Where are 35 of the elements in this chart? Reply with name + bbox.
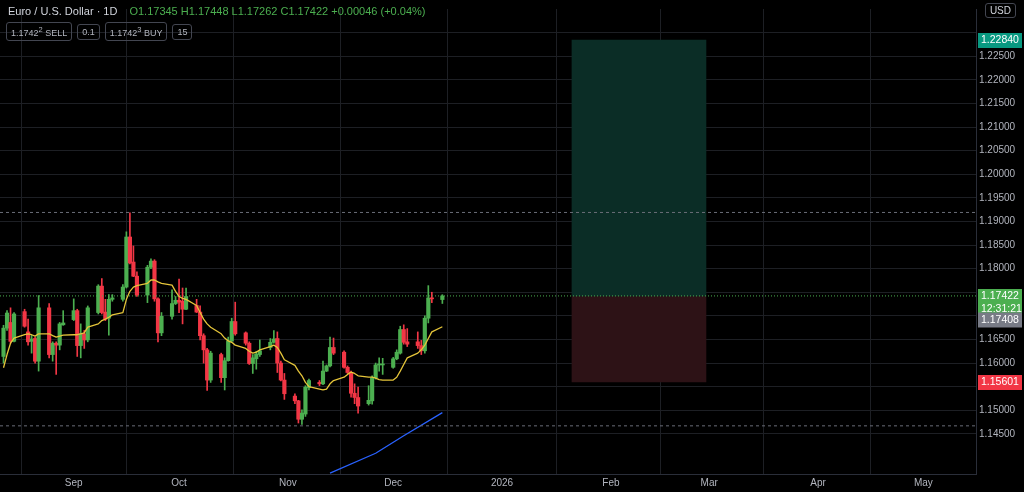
x-tick-label: Oct [171,476,188,488]
y-tick-label: 1.19000 [979,215,1016,227]
x-tick-label: Feb [602,476,620,488]
chart-title: Euro / U.S. Dollar · 1D [8,5,118,17]
candlestick [405,328,410,347]
y-tick-label: 1.22500 [979,49,1016,61]
annotation: 1.1742$^{3}$ BUY [104,22,168,41]
chart-subtitle: O1.17345 H1.17448 L1.17262 C1.17422 +0.00046 (+0.04%) [129,5,426,17]
x-tick-label: May [913,476,933,488]
y-tick-label: 1.15000 [979,404,1016,416]
x-tick-label: Mar [700,476,719,488]
x-tick-label: 2026 [490,476,514,488]
annotation: 1.1742$^{2}$ SELL [6,22,73,41]
y-axis-title: USD [984,3,1016,18]
x-tick-label: Sep [64,476,84,488]
y-tick-label: 1.18500 [979,238,1016,250]
x-tick-label: Nov [278,476,297,488]
annotation: 0.1 [77,23,100,40]
text: 1.22840 [981,33,1020,46]
x-tick-label: Apr [810,476,827,488]
annotation: 15 [172,23,193,40]
y-tick-label: 1.19500 [979,191,1016,203]
y-tick-label: 1.21500 [979,97,1016,109]
y-tick-label: 1.14500 [979,427,1016,439]
y-tick-label: 1.20500 [979,144,1016,156]
text: 1.15601 [981,375,1020,388]
ref-line-label: 1.17422 12:31:21 [981,289,1023,315]
y-tick-label: 1.21000 [979,120,1016,132]
y-tick-label: 1.22000 [979,73,1016,85]
y-tick-label: 1.20000 [979,167,1016,179]
x-tick-label: Dec [384,476,403,488]
y-tick-label: 1.16000 [979,356,1016,368]
y-tick-label: 1.18000 [979,262,1016,274]
y-tick-label: 1.16500 [979,333,1016,345]
annotation: 1.17408 [981,312,1020,325]
